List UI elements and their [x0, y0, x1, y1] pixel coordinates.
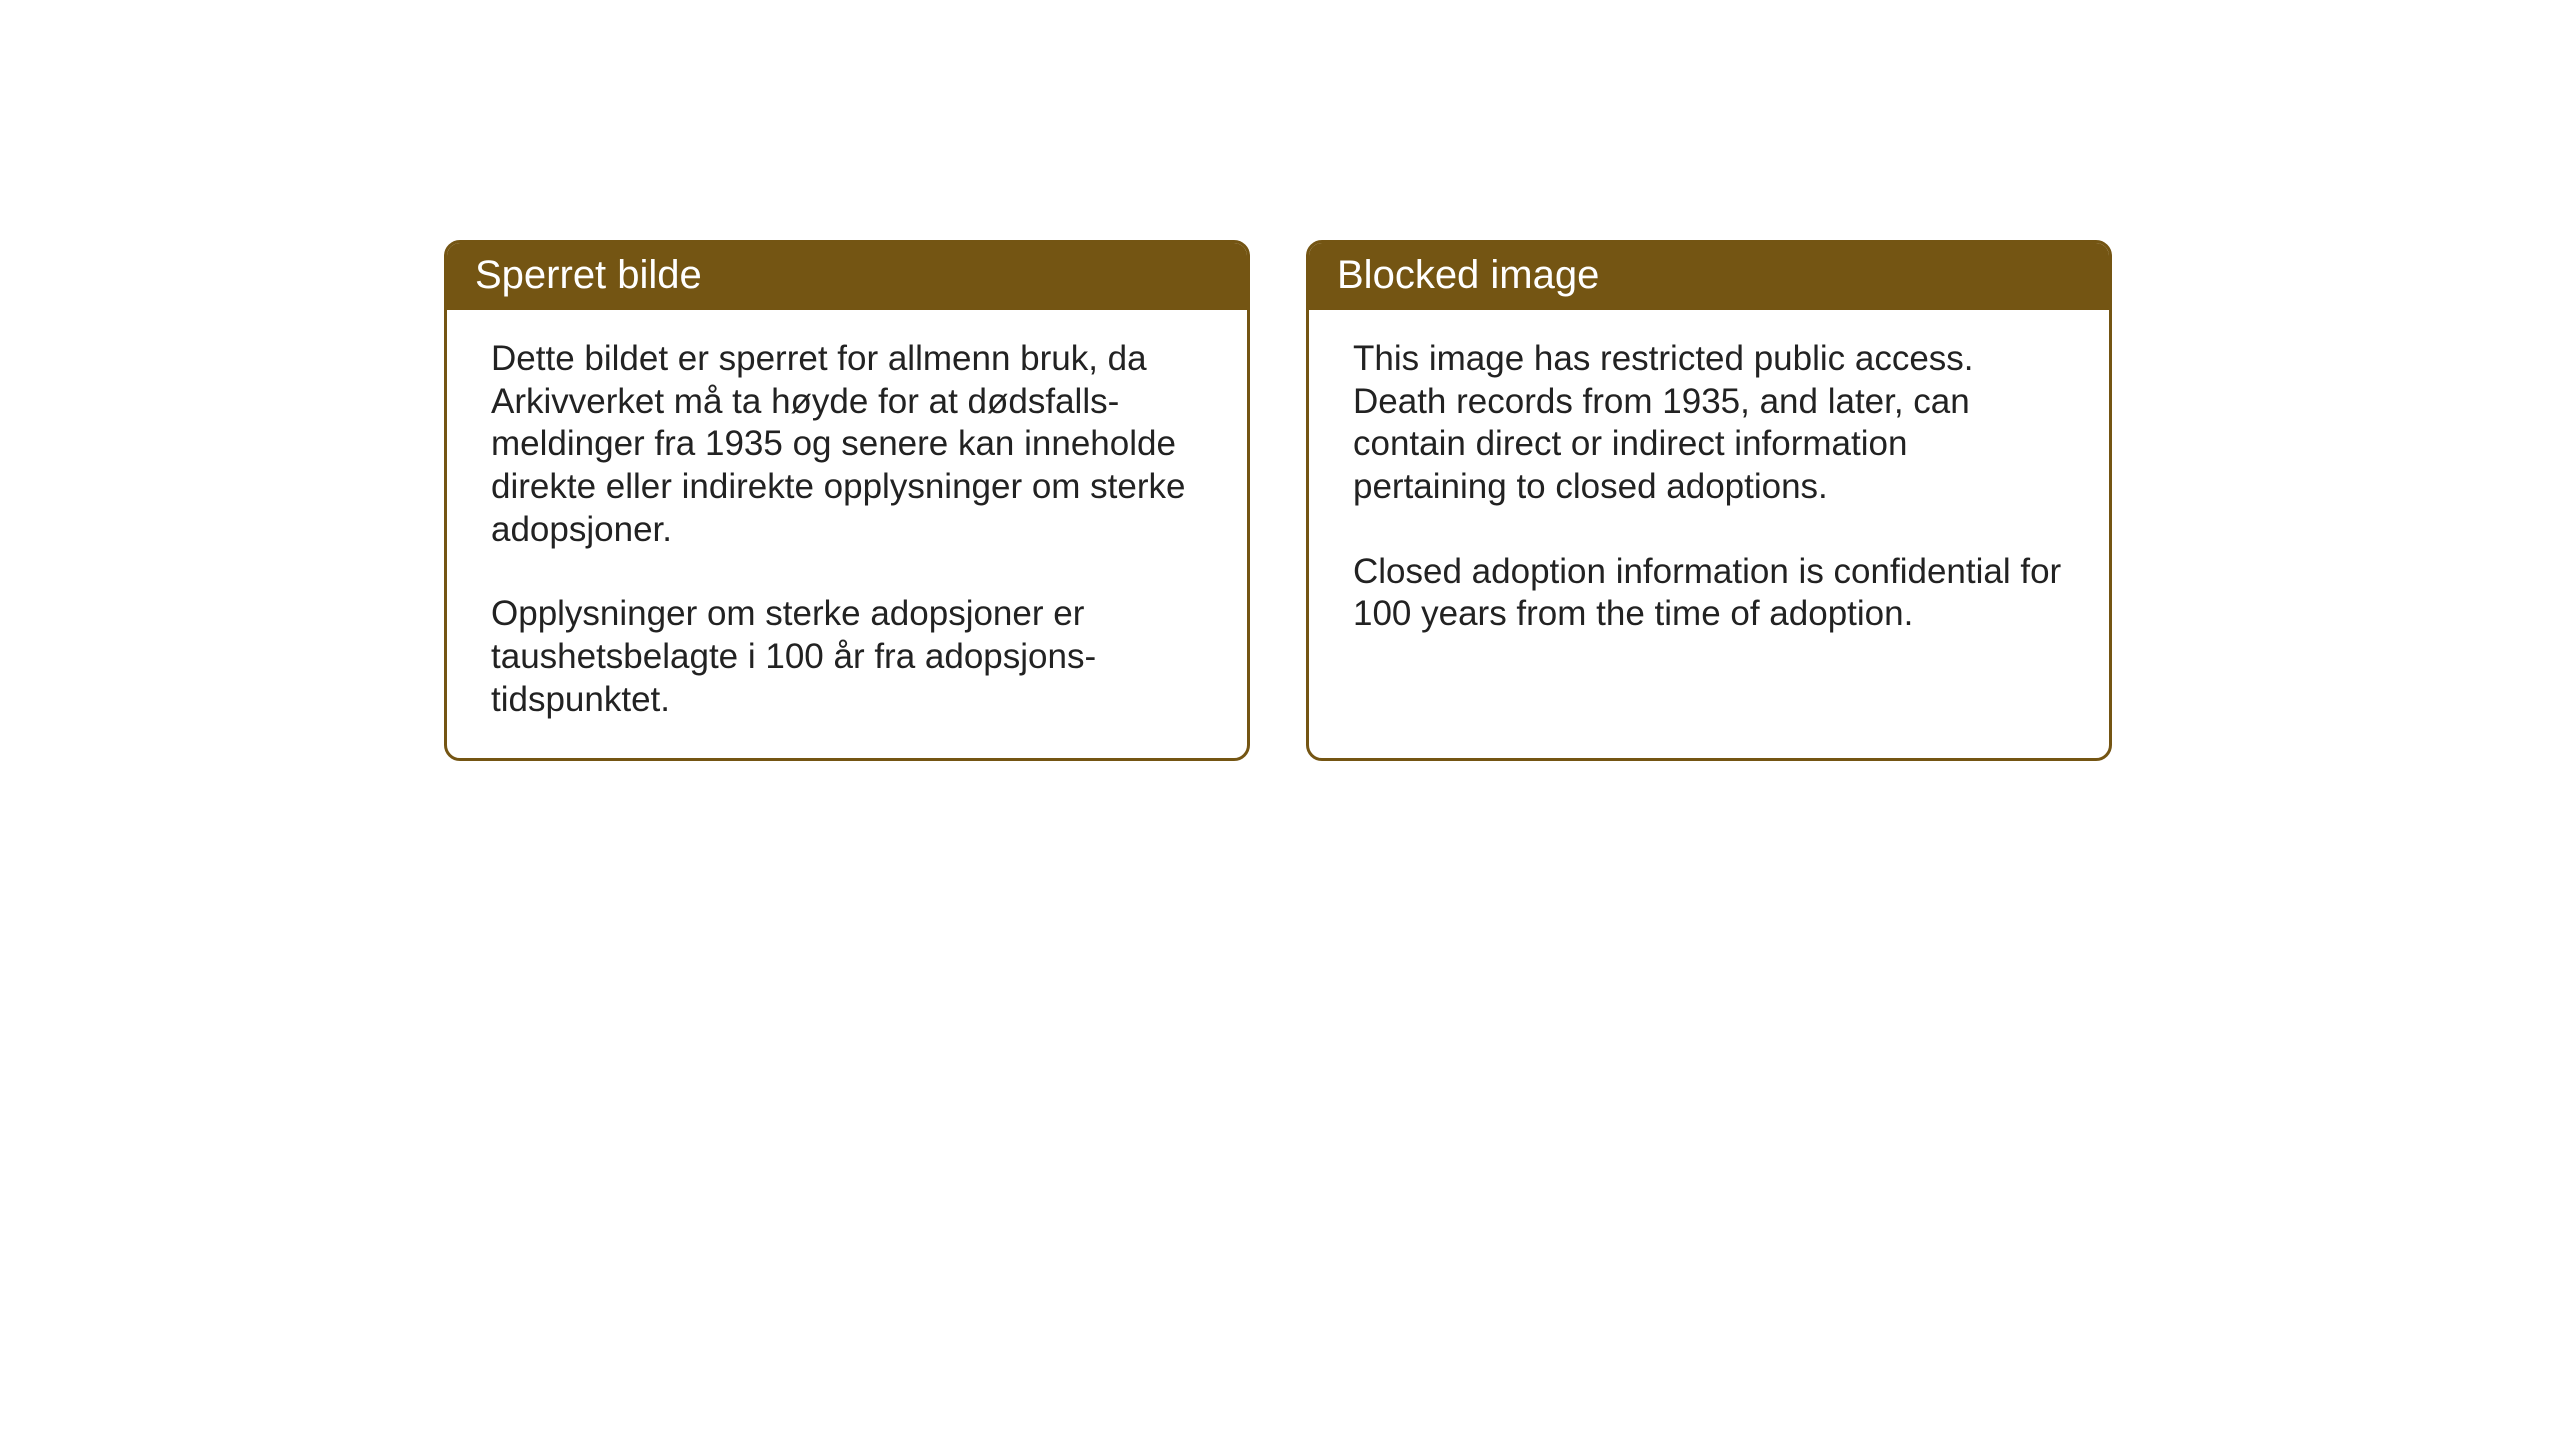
notice-card-english: Blocked image This image has restricted … [1306, 240, 2112, 761]
card-header-english: Blocked image [1309, 243, 2109, 310]
card-body-norwegian: Dette bildet er sperret for allmenn bruk… [447, 310, 1247, 758]
card-title-english: Blocked image [1337, 253, 1599, 297]
card-body-english: This image has restricted public access.… [1309, 310, 2109, 730]
card-title-norwegian: Sperret bilde [475, 253, 702, 297]
notice-card-norwegian: Sperret bilde Dette bildet er sperret fo… [444, 240, 1250, 761]
card-paragraph-2-english: Closed adoption information is confident… [1353, 551, 2065, 636]
card-paragraph-1-norwegian: Dette bildet er sperret for allmenn bruk… [491, 338, 1203, 551]
card-paragraph-2-norwegian: Opplysninger om sterke adopsjoner er tau… [491, 593, 1203, 721]
card-header-norwegian: Sperret bilde [447, 243, 1247, 310]
notice-container: Sperret bilde Dette bildet er sperret fo… [444, 240, 2112, 761]
card-paragraph-1-english: This image has restricted public access.… [1353, 338, 2065, 509]
